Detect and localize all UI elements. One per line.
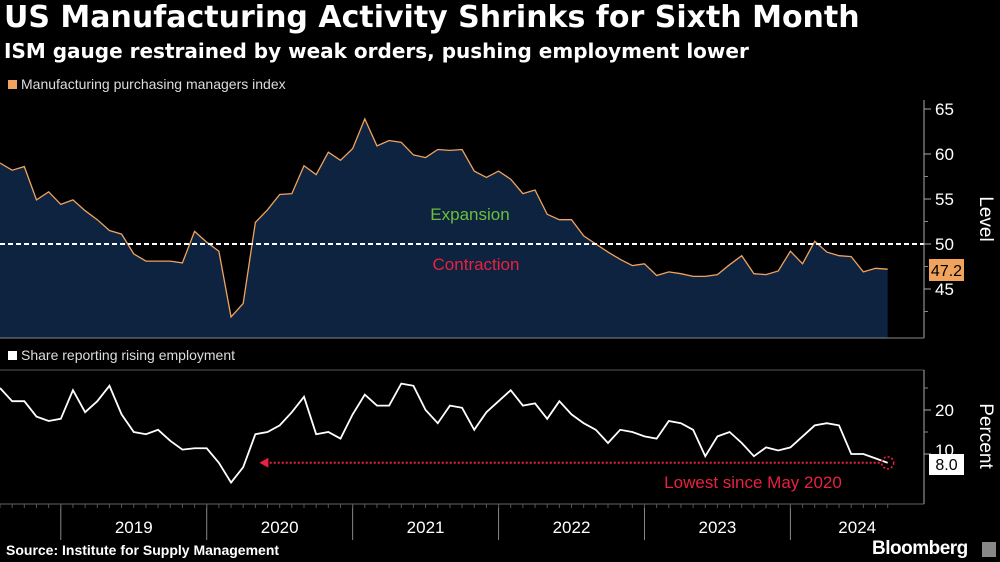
pmi-last-value-bg bbox=[929, 259, 964, 281]
lowest-value-marker bbox=[880, 455, 895, 470]
employment-last-value-badge: 8.0 bbox=[929, 454, 964, 475]
x-axis-year-label: 2019 bbox=[115, 518, 153, 537]
pmi-y-tick-label: 50 bbox=[935, 235, 954, 254]
x-axis-year-label: 2021 bbox=[407, 518, 445, 537]
x-axis: 2019 2020 2021 2022 2023 2024 bbox=[0, 504, 889, 540]
bloomberg-badge-icon bbox=[982, 542, 996, 557]
pmi-series-line bbox=[0, 117, 888, 319]
x-axis-year-label: 2023 bbox=[699, 518, 737, 537]
employment-axis-title: Percent bbox=[975, 403, 996, 469]
pmi-y-tick-label: 65 bbox=[935, 100, 954, 119]
lowest-since-arrowhead bbox=[259, 457, 269, 468]
lowest-since-annotation: Lowest since May 2020 bbox=[664, 473, 842, 492]
employment-legend-swatch bbox=[8, 350, 17, 360]
x-axis-year-label: 2024 bbox=[838, 518, 876, 537]
pmi-last-value: 47.2 bbox=[931, 263, 962, 280]
pmi-y-tick-label: 55 bbox=[935, 190, 954, 209]
bloomberg-logo: Bloomberg bbox=[872, 538, 968, 559]
employment-last-value-bg bbox=[929, 454, 964, 475]
employment-legend-label: Share reporting rising employment bbox=[21, 347, 235, 363]
chart-subtitle: ISM gauge restrained by weak orders, pus… bbox=[4, 39, 749, 63]
expansion-label: Expansion bbox=[430, 205, 509, 224]
pmi-legend: Manufacturing purchasing managers index bbox=[8, 76, 286, 92]
pmi-area bbox=[0, 118, 888, 339]
pmi-y-tick-label: 45 bbox=[935, 280, 954, 299]
x-axis-year-label: 2022 bbox=[553, 518, 591, 537]
pmi-axis-title: Level bbox=[975, 196, 996, 241]
x-axis-year-label: 2020 bbox=[261, 518, 299, 537]
pmi-legend-label: Manufacturing purchasing managers index bbox=[21, 76, 286, 92]
contraction-label: Contraction bbox=[433, 255, 520, 274]
chart-title: US Manufacturing Activity Shrinks for Si… bbox=[4, 0, 860, 35]
employment-series-line bbox=[0, 382, 888, 485]
pmi-last-value-badge: 47.2 bbox=[929, 259, 964, 281]
employment-last-value: 8.0 bbox=[935, 457, 957, 474]
employment-legend: Share reporting rising employment bbox=[8, 347, 235, 363]
pmi-y-axis: 45 50 55 60 65 bbox=[923, 100, 954, 338]
employment-y-tick-label: 20 bbox=[935, 401, 954, 420]
source-note: Source: Institute for Supply Management bbox=[6, 542, 280, 558]
pmi-y-tick-label: 60 bbox=[935, 145, 954, 164]
pmi-legend-swatch bbox=[8, 79, 17, 89]
